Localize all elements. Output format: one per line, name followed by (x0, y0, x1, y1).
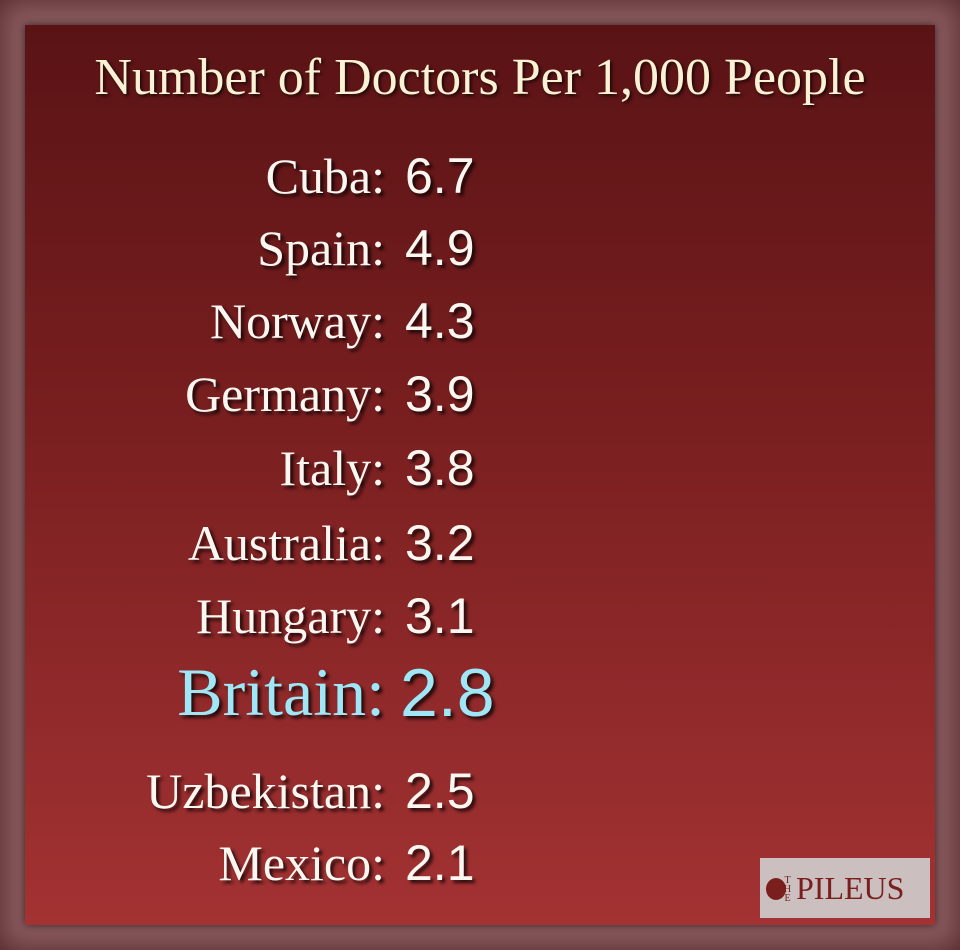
country-label: Mexico: (218, 835, 385, 891)
country-label: Uzbekistan: (146, 763, 385, 819)
row: Hungary: 3.1 (0, 575, 960, 645)
country-label: Norway: (210, 293, 385, 349)
value-label: 3.9 (405, 366, 475, 422)
row: Spain: 4.9 (0, 207, 960, 277)
logo-name: PILEUS (796, 870, 905, 906)
panel (25, 25, 935, 925)
row: Italy: 3.8 (0, 427, 960, 497)
logo: THE PILEUS (760, 858, 930, 918)
country-label: Cuba: (265, 148, 385, 204)
row: Uzbekistan: 2.5 (0, 750, 960, 820)
country-label: Australia: (187, 515, 385, 571)
row: Britain: 2.8 (0, 654, 960, 732)
row: Norway: 4.3 (0, 280, 960, 350)
value-label: 2.5 (405, 763, 475, 819)
country-label: Italy: (279, 440, 385, 496)
value-label: 2.8 (400, 655, 495, 731)
title: Number of Doctors Per 1,000 People (94, 49, 866, 106)
row: Australia: 3.2 (0, 502, 960, 572)
value-label: 3.2 (405, 515, 475, 571)
country-label: Germany: (185, 366, 385, 422)
row: Cuba: 6.7 (0, 135, 960, 205)
country-label: Hungary: (196, 588, 385, 644)
value-label: 2.1 (405, 835, 475, 891)
value-label: 6.7 (405, 148, 475, 204)
country-label: Britain: (177, 654, 385, 730)
value-label: 4.3 (405, 293, 475, 349)
row: Germany: 3.9 (0, 353, 960, 423)
row: Mexico: 2.1 (0, 822, 960, 892)
value-label: 4.9 (405, 220, 475, 276)
logo-icon (766, 878, 786, 900)
logo-small: THE (782, 875, 793, 902)
value-label: 3.8 (405, 440, 475, 496)
country-label: Spain: (257, 220, 385, 276)
value-label: 3.1 (405, 588, 475, 644)
